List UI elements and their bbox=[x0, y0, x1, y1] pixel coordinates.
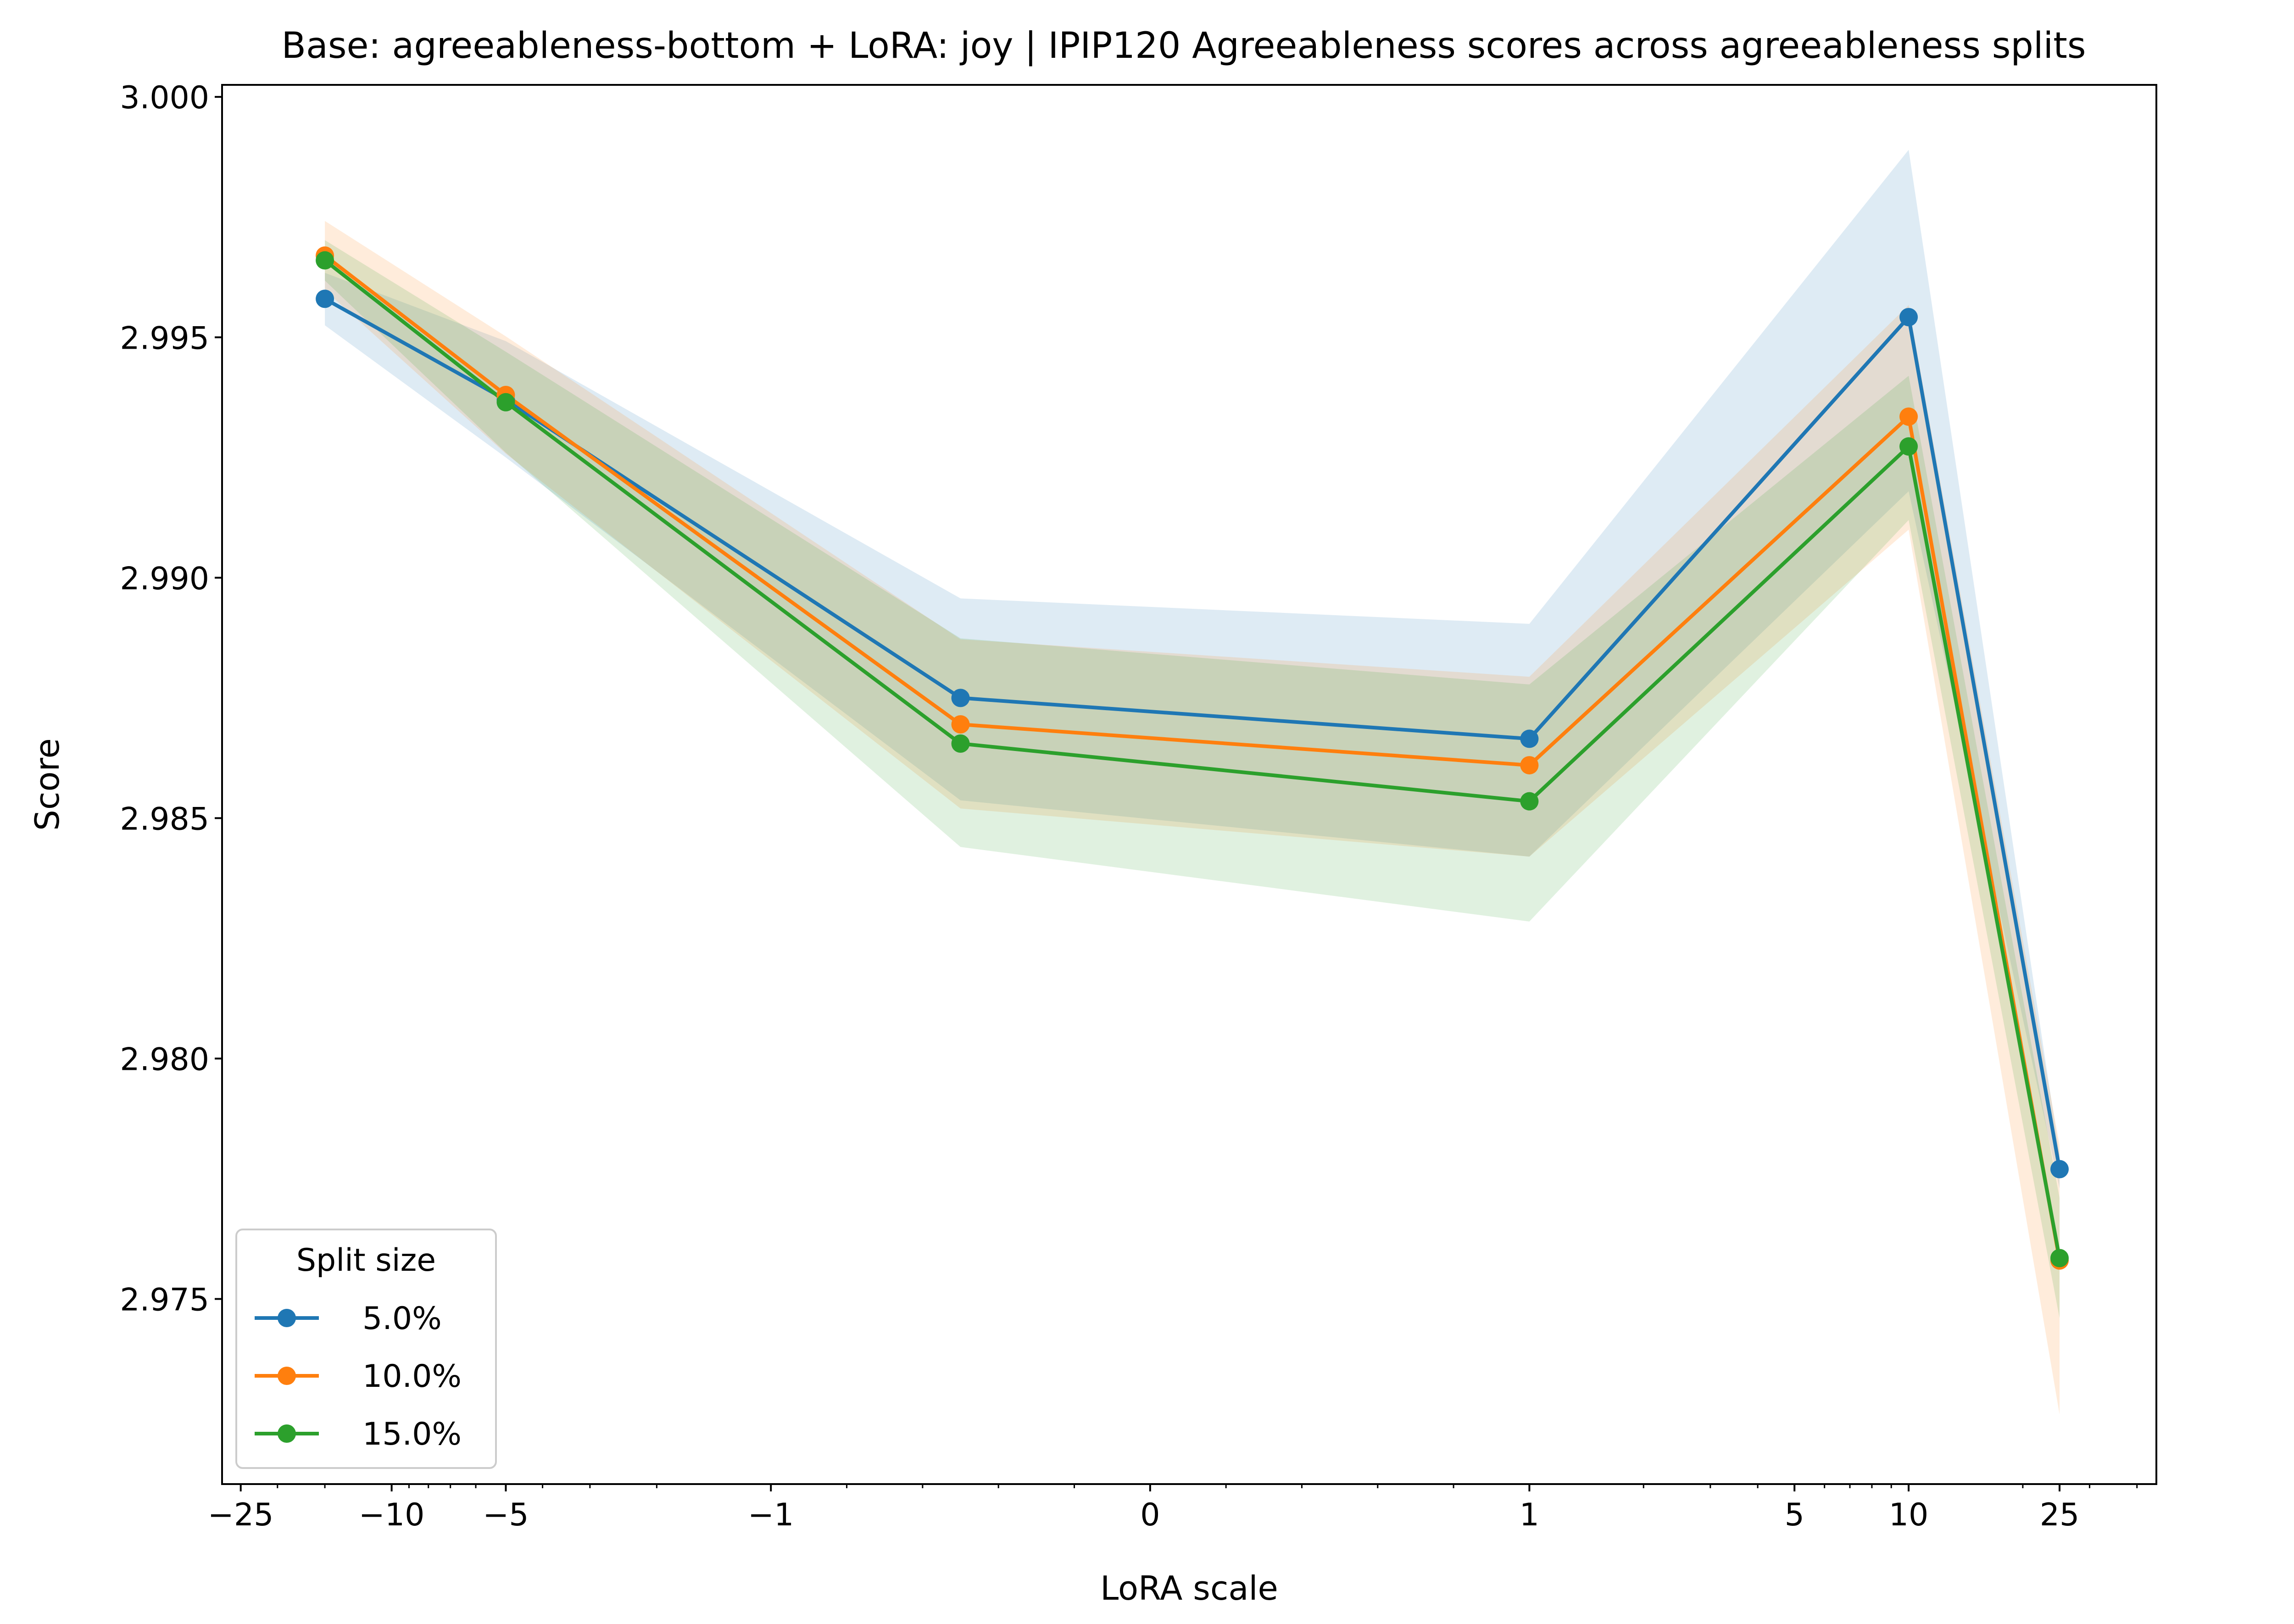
band-series-1 bbox=[325, 150, 2060, 1189]
band-series-3 bbox=[325, 240, 2060, 1318]
line-series-1 bbox=[324, 297, 2061, 1170]
legend-marker bbox=[278, 1424, 296, 1443]
point-series-1 bbox=[1520, 729, 1539, 748]
band-series-2 bbox=[325, 221, 2060, 1414]
x-tick-label: −10 bbox=[359, 1497, 425, 1533]
x-tick-label: 10 bbox=[1889, 1497, 1929, 1533]
point-series-3 bbox=[496, 393, 515, 412]
series-lines bbox=[323, 254, 2061, 1261]
x-tick-label: −25 bbox=[208, 1497, 274, 1533]
x-tick-label: 1 bbox=[1520, 1497, 1539, 1533]
x-tick-label: −1 bbox=[748, 1497, 794, 1533]
y-tick-label: 2.990 bbox=[120, 561, 209, 597]
legend-title: Split size bbox=[296, 1242, 436, 1279]
y-tick-label: 2.995 bbox=[120, 320, 209, 356]
y-tick-label: 2.980 bbox=[120, 1041, 209, 1078]
point-series-2 bbox=[1520, 756, 1539, 775]
plot-frame bbox=[221, 84, 2157, 1485]
point-series-3 bbox=[2050, 1249, 2069, 1268]
point-series-3 bbox=[316, 251, 334, 270]
line-series-3 bbox=[323, 259, 2061, 1259]
x-tick-label: 5 bbox=[1785, 1497, 1804, 1533]
y-tick-label: 2.985 bbox=[120, 801, 209, 837]
line-series-2 bbox=[323, 254, 2061, 1261]
x-tick-label: −5 bbox=[483, 1497, 529, 1533]
y-tick-label: 3.000 bbox=[120, 80, 209, 116]
x-axis-label: LoRA scale bbox=[1100, 1569, 1278, 1607]
x-tick-label: 0 bbox=[1140, 1497, 1160, 1533]
point-series-2 bbox=[951, 715, 970, 734]
y-tick-label: 2.975 bbox=[120, 1282, 209, 1318]
legend-box bbox=[235, 1229, 497, 1469]
point-series-3 bbox=[1899, 437, 1918, 456]
legend-marker bbox=[278, 1367, 296, 1385]
series-points bbox=[316, 246, 2069, 1270]
chart-title: Base: agreeableness-bottom + LoRA: joy |… bbox=[282, 25, 2086, 67]
legend-label: 10.0% bbox=[362, 1358, 462, 1395]
y-axis-label: Score bbox=[28, 738, 67, 831]
point-series-2 bbox=[1899, 407, 1918, 426]
confidence-bands bbox=[325, 150, 2060, 1414]
x-tick-label: 25 bbox=[2040, 1497, 2080, 1533]
legend: Split size 5.0% 10.0% 15.0% bbox=[235, 1229, 497, 1469]
legend-label: 5.0% bbox=[362, 1301, 442, 1337]
legend-label: 15.0% bbox=[362, 1416, 462, 1452]
point-series-3 bbox=[951, 734, 970, 753]
legend-items: 5.0% 10.0% 15.0% bbox=[255, 1301, 462, 1452]
point-series-1 bbox=[951, 689, 970, 707]
x-axis: −25 −10 −5 −1 0 1 5 10 25 bbox=[208, 1484, 2138, 1533]
y-axis: 2.975 2.980 2.985 2.990 2.995 3.000 bbox=[120, 80, 222, 1318]
point-series-1 bbox=[2050, 1160, 2069, 1179]
point-series-1 bbox=[316, 289, 334, 308]
point-series-3 bbox=[1520, 792, 1539, 811]
point-series-1 bbox=[1899, 308, 1918, 327]
legend-marker bbox=[278, 1309, 296, 1327]
